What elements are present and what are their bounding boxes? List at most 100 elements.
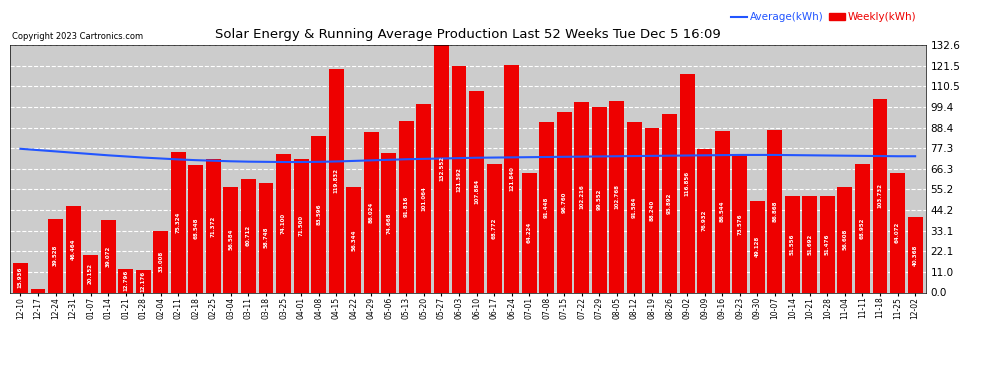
Bar	[31, 289, 46, 292]
Bar	[241, 179, 256, 292]
Bar	[136, 270, 150, 292]
Text: 64.224: 64.224	[527, 222, 532, 243]
Text: 88.240: 88.240	[649, 200, 654, 221]
Text: 96.760: 96.760	[561, 192, 566, 213]
Bar	[101, 220, 116, 292]
Bar	[820, 196, 835, 292]
Text: 73.576: 73.576	[738, 213, 742, 235]
Bar	[785, 196, 800, 292]
Text: 58.748: 58.748	[263, 227, 268, 248]
Bar	[206, 159, 221, 292]
Text: 40.368: 40.368	[913, 244, 918, 266]
Bar	[574, 102, 589, 292]
Bar	[258, 183, 273, 292]
Bar	[855, 164, 870, 292]
Text: 132.552: 132.552	[439, 156, 444, 181]
Text: 116.856: 116.856	[684, 171, 690, 196]
Text: 56.608: 56.608	[842, 229, 847, 251]
Bar	[487, 164, 502, 292]
Bar	[679, 74, 695, 292]
Text: 76.932: 76.932	[702, 210, 707, 231]
Text: 71.500: 71.500	[299, 215, 304, 236]
Bar	[381, 153, 396, 292]
Text: 107.884: 107.884	[474, 179, 479, 204]
Text: 99.552: 99.552	[597, 189, 602, 210]
Text: 12.176: 12.176	[141, 271, 146, 292]
Bar	[644, 128, 659, 292]
Text: 68.548: 68.548	[193, 218, 198, 239]
Text: 15.936: 15.936	[18, 267, 23, 288]
Text: 91.448: 91.448	[544, 196, 549, 218]
Text: 102.216: 102.216	[579, 185, 584, 210]
Bar	[417, 104, 432, 292]
Text: 39.072: 39.072	[106, 245, 111, 267]
Text: 64.072: 64.072	[895, 222, 900, 243]
Bar	[522, 172, 537, 292]
Text: 103.732: 103.732	[877, 183, 882, 208]
Bar	[188, 165, 203, 292]
Bar	[65, 206, 80, 292]
Text: 119.832: 119.832	[334, 168, 339, 193]
Bar	[733, 155, 747, 292]
Text: 71.372: 71.372	[211, 215, 216, 237]
Text: 60.712: 60.712	[246, 225, 251, 246]
Bar	[364, 132, 379, 292]
Text: 75.324: 75.324	[176, 211, 181, 233]
Text: 51.692: 51.692	[808, 234, 813, 255]
Bar	[153, 231, 168, 292]
Bar	[540, 122, 554, 292]
Text: Copyright 2023 Cartronics.com: Copyright 2023 Cartronics.com	[12, 32, 143, 41]
Text: 121.392: 121.392	[456, 167, 461, 192]
Bar	[662, 114, 677, 292]
Text: 33.008: 33.008	[158, 251, 163, 272]
Text: 86.544: 86.544	[720, 201, 725, 222]
Text: 68.772: 68.772	[492, 217, 497, 239]
Text: 46.464: 46.464	[70, 238, 75, 260]
Text: 56.584: 56.584	[229, 229, 234, 251]
Text: 51.476: 51.476	[825, 234, 830, 255]
Text: 20.152: 20.152	[88, 263, 93, 284]
Bar	[749, 201, 764, 292]
Text: 91.816: 91.816	[404, 196, 409, 217]
Bar	[83, 255, 98, 292]
Text: 102.768: 102.768	[615, 184, 620, 209]
Legend: Average(kWh), Weekly(kWh): Average(kWh), Weekly(kWh)	[727, 8, 921, 27]
Title: Solar Energy & Running Average Production Last 52 Weeks Tue Dec 5 16:09: Solar Energy & Running Average Productio…	[215, 28, 721, 41]
Bar	[399, 121, 414, 292]
Bar	[171, 152, 186, 292]
Bar	[715, 131, 730, 292]
Bar	[451, 66, 466, 292]
Text: 91.584: 91.584	[632, 196, 637, 218]
Text: 101.064: 101.064	[422, 186, 427, 211]
Bar	[224, 187, 239, 292]
Bar	[118, 268, 133, 292]
Text: 74.668: 74.668	[386, 212, 391, 234]
Text: 56.344: 56.344	[351, 229, 356, 251]
Text: 95.892: 95.892	[667, 192, 672, 214]
Text: 86.024: 86.024	[369, 202, 374, 223]
Text: 121.840: 121.840	[509, 166, 514, 191]
Text: 49.128: 49.128	[754, 236, 759, 257]
Bar	[329, 69, 344, 292]
Bar	[838, 187, 852, 292]
Bar	[556, 112, 571, 292]
Bar	[469, 91, 484, 292]
Bar	[276, 154, 291, 292]
Bar	[13, 263, 28, 292]
Bar	[434, 45, 448, 292]
Bar	[767, 130, 782, 292]
Text: 86.868: 86.868	[772, 201, 777, 222]
Bar	[311, 136, 326, 292]
Bar	[872, 99, 887, 292]
Text: 83.596: 83.596	[316, 204, 321, 225]
Bar	[346, 188, 361, 292]
Text: 51.556: 51.556	[790, 234, 795, 255]
Bar	[49, 219, 63, 292]
Bar	[610, 100, 625, 292]
Bar	[803, 196, 818, 292]
Bar	[890, 173, 905, 292]
Bar	[697, 149, 712, 292]
Text: 12.796: 12.796	[123, 270, 128, 291]
Text: 74.100: 74.100	[281, 213, 286, 234]
Text: 68.952: 68.952	[860, 217, 865, 239]
